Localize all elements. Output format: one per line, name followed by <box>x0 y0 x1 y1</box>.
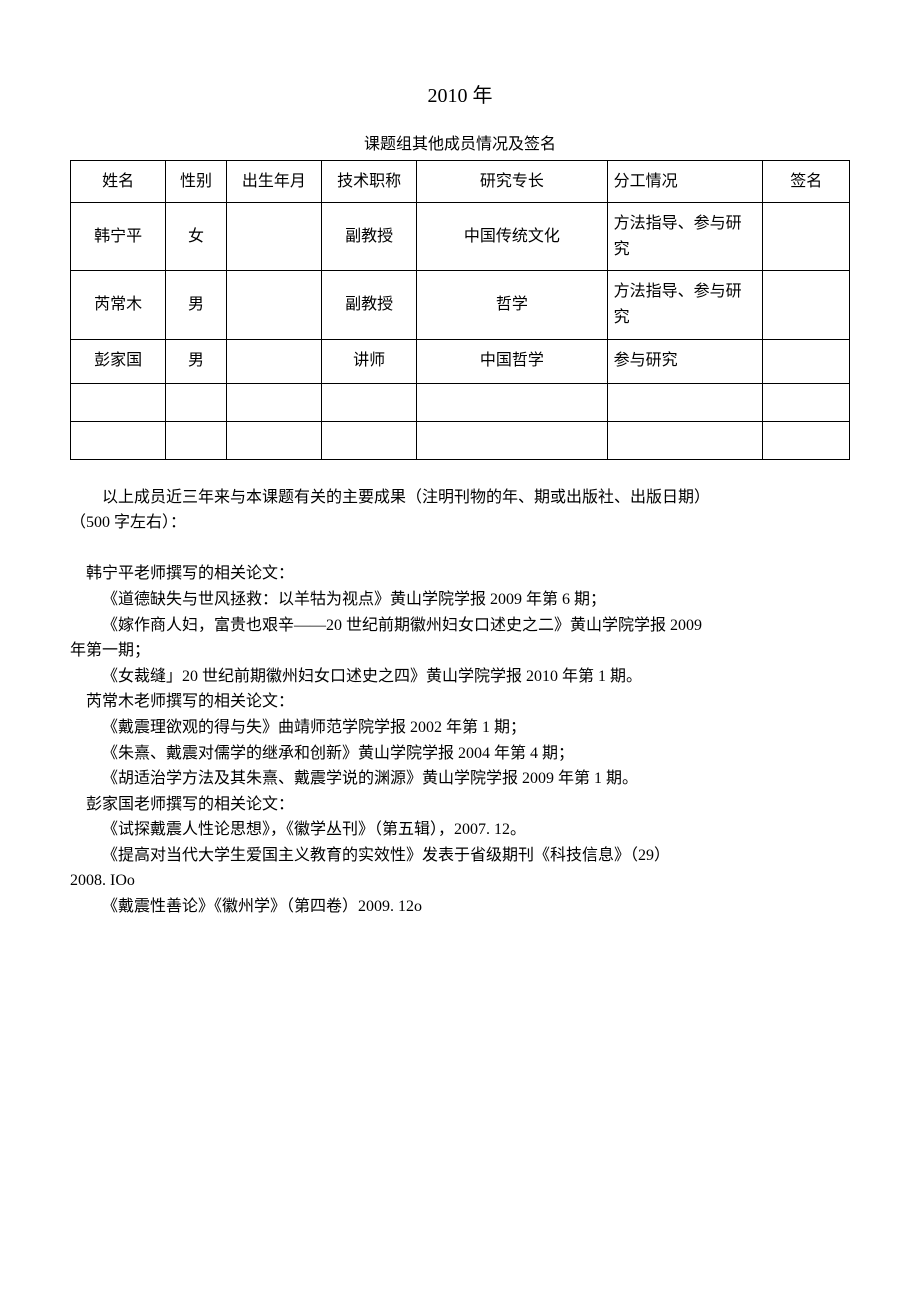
cell-birth <box>226 339 321 383</box>
intro-line-1: 以上成员近三年来与本课题有关的主要成果（注明刊物的年、期或出版社、出版日期） <box>70 485 850 511</box>
header-signature: 签名 <box>763 160 850 203</box>
rui-header: 芮常木老师撰写的相关论文： <box>70 689 850 715</box>
cell-gender: 女 <box>166 203 227 271</box>
header-specialty: 研究专长 <box>417 160 607 203</box>
cell-specialty: 哲学 <box>417 271 607 339</box>
header-gender: 性别 <box>166 160 227 203</box>
rui-paper-1: 《戴震理欲观的得与失》曲靖师范学院学报 2002 年第 1 期； <box>70 715 850 741</box>
cell-signature <box>763 339 850 383</box>
peng-paper-3: 《戴震性善论》《徽州学》（第四卷）2009. 12o <box>70 894 850 920</box>
cell-title: 副教授 <box>321 203 416 271</box>
cell-name: 韩宁平 <box>71 203 166 271</box>
peng-header: 彭家国老师撰写的相关论文： <box>70 792 850 818</box>
table-row: 韩宁平 女 副教授 中国传统文化 方法指导、参与研究 <box>71 203 850 271</box>
han-paper-2: 《嫁作商人妇，富贵也艰辛——20 世纪前期徽州妇女口述史之二》黄山学院学报 20… <box>70 613 850 639</box>
table-header-row: 姓名 性别 出生年月 技术职称 研究专长 分工情况 签名 <box>71 160 850 203</box>
rui-paper-3: 《胡适治学方法及其朱熹、戴震学说的渊源》黄山学院学报 2009 年第 1 期。 <box>70 766 850 792</box>
cell-specialty: 中国传统文化 <box>417 203 607 271</box>
table-row: 彭家国 男 讲师 中国哲学 参与研究 <box>71 339 850 383</box>
cell-specialty: 中国哲学 <box>417 339 607 383</box>
cell-empty <box>71 383 166 421</box>
year-title: 2010 年 <box>70 80 850 112</box>
cell-title: 讲师 <box>321 339 416 383</box>
rui-paper-2: 《朱熹、戴震对儒学的继承和创新》黄山学院学报 2004 年第 4 期； <box>70 741 850 767</box>
cell-division: 方法指导、参与研究 <box>607 203 763 271</box>
cell-birth <box>226 271 321 339</box>
cell-empty <box>417 421 607 459</box>
cell-gender: 男 <box>166 271 227 339</box>
cell-empty <box>417 383 607 421</box>
peng-paper-2: 《提高对当代大学生爱国主义教育的实效性》发表于省级期刊《科技信息》（29） <box>70 843 850 869</box>
cell-empty <box>166 421 227 459</box>
cell-empty <box>71 421 166 459</box>
cell-empty <box>166 383 227 421</box>
cell-empty <box>226 421 321 459</box>
cell-empty <box>321 421 416 459</box>
header-division: 分工情况 <box>607 160 763 203</box>
header-name: 姓名 <box>71 160 166 203</box>
intro-line-2: （500 字左右）： <box>70 510 850 536</box>
cell-division: 方法指导、参与研究 <box>607 271 763 339</box>
cell-empty <box>607 421 763 459</box>
cell-signature <box>763 271 850 339</box>
table-row-empty <box>71 383 850 421</box>
peng-paper-1: 《试探戴震人性论思想》，《徽学丛刊》（第五辑），2007. 12。 <box>70 817 850 843</box>
cell-name: 彭家国 <box>71 339 166 383</box>
cell-gender: 男 <box>166 339 227 383</box>
table-row-empty <box>71 421 850 459</box>
cell-empty <box>607 383 763 421</box>
han-paper-2b: 年第一期； <box>70 638 850 664</box>
body-text: 以上成员近三年来与本课题有关的主要成果（注明刊物的年、期或出版社、出版日期） （… <box>70 485 850 920</box>
table-caption: 课题组其他成员情况及签名 <box>70 132 850 158</box>
cell-empty <box>763 421 850 459</box>
members-table: 姓名 性别 出生年月 技术职称 研究专长 分工情况 签名 韩宁平 女 副教授 中… <box>70 160 850 460</box>
cell-empty <box>321 383 416 421</box>
han-paper-3: 《女裁缝」20 世纪前期徽州妇女口述史之四》黄山学院学报 2010 年第 1 期… <box>70 664 850 690</box>
cell-empty <box>763 383 850 421</box>
peng-paper-2b: 2008. IOo <box>70 868 850 894</box>
header-title: 技术职称 <box>321 160 416 203</box>
cell-birth <box>226 203 321 271</box>
cell-signature <box>763 203 850 271</box>
han-paper-1: 《道德缺失与世风拯救：以羊牯为视点》黄山学院学报 2009 年第 6 期； <box>70 587 850 613</box>
cell-empty <box>226 383 321 421</box>
cell-name: 芮常木 <box>71 271 166 339</box>
cell-title: 副教授 <box>321 271 416 339</box>
header-birth: 出生年月 <box>226 160 321 203</box>
table-row: 芮常木 男 副教授 哲学 方法指导、参与研究 <box>71 271 850 339</box>
cell-division: 参与研究 <box>607 339 763 383</box>
han-header: 韩宁平老师撰写的相关论文： <box>70 561 850 587</box>
